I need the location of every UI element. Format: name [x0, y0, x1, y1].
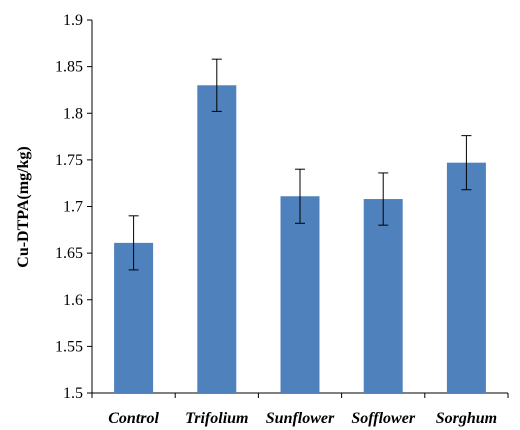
x-axis: [91, 392, 509, 398]
x-tick-label: Trifolium: [185, 410, 248, 427]
error-bar-control: [128, 215, 139, 271]
y-tick-label: 1.85: [55, 59, 83, 76]
y-tick-label: 1.9: [63, 12, 83, 29]
error-bars: [128, 58, 472, 271]
error-bar-sorghum: [461, 135, 472, 191]
bar-sorghum: [446, 162, 486, 393]
x-tick-labels: Control Trifolium Sunflower Sofflower Sorghu…: [108, 410, 497, 427]
y-axis-title: Cu-DTPA(mg/kg): [15, 146, 32, 267]
error-bar-sunflower: [295, 168, 305, 224]
error-bar-trifolium: [211, 58, 222, 112]
y-tick-label: 1.65: [55, 245, 83, 262]
x-tick-label: Sofflower: [351, 410, 415, 427]
y-tick-label: 1.8: [63, 105, 83, 122]
x-tick-label: Sunflower: [266, 410, 335, 427]
y-axis: 1.5 1.55 1.6 1.65 1.7 1.75 1.8 1.85 1.9: [55, 12, 93, 402]
bar-sunflower: [280, 196, 320, 393]
x-tick-label: Control: [108, 410, 159, 427]
x-tick-label: Sorghum: [436, 410, 497, 427]
bar-trifolium: [197, 85, 237, 394]
y-tick-label: 1.5: [63, 385, 83, 402]
y-tick-label: 1.7: [63, 199, 83, 216]
error-bar-sofflower: [378, 172, 389, 226]
y-tick-label: 1.55: [55, 338, 83, 355]
y-tick-label: 1.6: [63, 292, 83, 309]
bar-sofflower: [363, 199, 403, 393]
y-tick-label: 1.75: [55, 152, 83, 169]
bars: [114, 85, 486, 394]
